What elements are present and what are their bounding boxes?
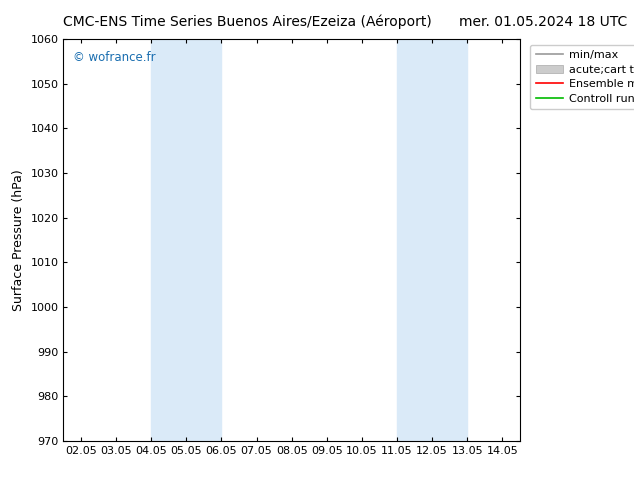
Text: mer. 01.05.2024 18 UTC: mer. 01.05.2024 18 UTC [460,15,628,29]
Bar [397,39,467,441]
Text: CMC-ENS Time Series Buenos Aires/Ezeiza (Aéroport): CMC-ENS Time Series Buenos Aires/Ezeiza … [63,15,432,29]
Legend: min/max, acute;cart type, Ensemble mean run, Controll run: min/max, acute;cart type, Ensemble mean … [530,45,634,109]
Bar [151,39,221,441]
Text: © wofrance.fr: © wofrance.fr [72,51,155,64]
Y-axis label: Surface Pressure (hPa): Surface Pressure (hPa) [12,169,25,311]
